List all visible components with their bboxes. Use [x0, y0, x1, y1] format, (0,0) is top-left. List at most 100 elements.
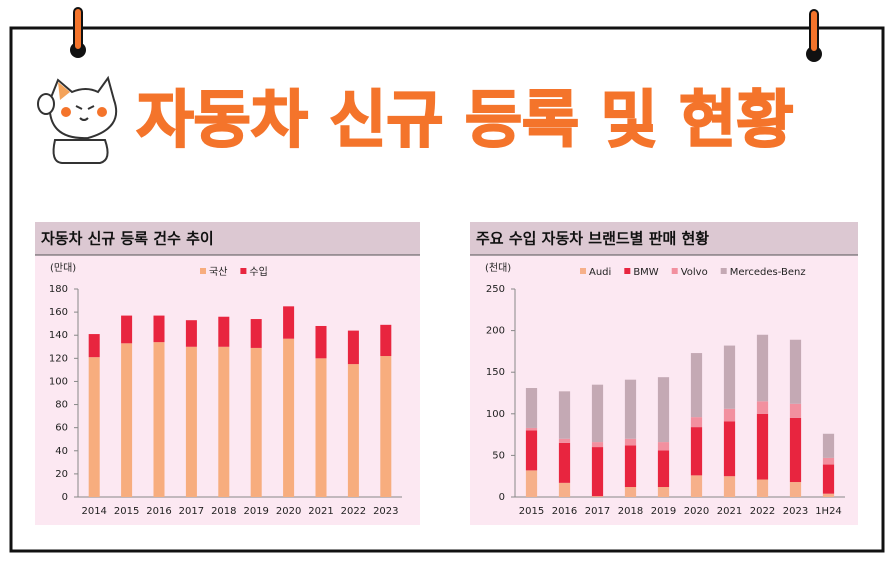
legend-swatch [720, 268, 727, 274]
bar-segment [657, 442, 670, 451]
x-tick-label: 2020 [684, 506, 709, 517]
bar-segment [657, 487, 670, 497]
x-tick-label: 2015 [519, 506, 544, 517]
bar-segment [558, 442, 571, 483]
pin [70, 7, 822, 62]
bar-segment [624, 487, 637, 497]
bar-segment [347, 364, 359, 497]
bar-segment [789, 403, 802, 418]
y-tick-label: 100 [486, 409, 505, 420]
bar-segment [822, 457, 835, 465]
bar-segment [624, 438, 637, 446]
bar-segment [525, 388, 538, 428]
y-tick-label: 40 [55, 446, 68, 457]
y-tick-label: 200 [486, 326, 505, 337]
bar-segment [756, 479, 769, 497]
legend-swatch [240, 268, 247, 274]
x-tick-label: 2017 [585, 506, 610, 517]
bar-segment [690, 427, 703, 476]
bar-segment [723, 345, 736, 409]
x-tick-label: 2019 [651, 506, 676, 517]
bar-segment [690, 353, 703, 418]
chart-title: 주요 수입 자동차 브랜드별 판매 현황 [476, 230, 709, 248]
bar-segment [789, 417, 802, 483]
x-tick-label: 2016 [146, 506, 171, 517]
bar-segment [380, 356, 392, 497]
bar-segment [591, 447, 604, 497]
chart-title: 자동차 신규 등록 건수 추이 [41, 230, 214, 248]
legend-label: 수입 [249, 265, 267, 278]
bar-segment [822, 493, 835, 497]
chart-header [35, 222, 420, 255]
x-tick-label: 2022 [341, 506, 366, 517]
legend-swatch [200, 268, 206, 274]
bar-segment [380, 324, 392, 357]
bar-segment [789, 482, 802, 497]
bar-segment [723, 408, 736, 422]
bar-segment [690, 475, 703, 497]
y-tick-label: 150 [486, 367, 505, 378]
y-tick-label: 80 [55, 400, 68, 411]
bar-segment [591, 496, 604, 497]
y-axis-label: (만대) [50, 262, 76, 274]
bar-segment [283, 306, 295, 339]
bar-segment [756, 334, 769, 402]
legend-swatch [624, 268, 631, 274]
legend-label: BMW [633, 267, 658, 278]
y-tick-label: 0 [62, 492, 68, 503]
legend-label: Mercedes-Benz [730, 267, 806, 278]
bar-segment [525, 427, 538, 431]
y-tick-label: 50 [492, 450, 505, 461]
y-tick-label: 160 [49, 307, 68, 318]
cat-icon [37, 75, 118, 164]
bar-segment [756, 401, 769, 414]
bar-segment [558, 438, 571, 443]
bar-segment [657, 450, 670, 488]
y-tick-label: 180 [49, 284, 68, 295]
x-tick-label: 2023 [783, 506, 808, 517]
legend-label: 국산 [209, 266, 227, 278]
y-axis-label: (천대) [485, 262, 511, 274]
x-tick-label: 2018 [211, 506, 236, 517]
y-tick-label: 60 [55, 423, 68, 434]
x-tick-label: 2015 [114, 506, 139, 517]
bar-segment [185, 346, 197, 497]
x-tick-label: 2017 [179, 506, 204, 517]
y-tick-label: 120 [49, 353, 68, 364]
bar-segment [822, 433, 835, 458]
bar-segment [185, 320, 197, 347]
bar-segment [315, 325, 327, 359]
bar-segment [591, 442, 604, 448]
x-tick-label: 2014 [81, 506, 106, 517]
y-tick-label: 20 [55, 469, 68, 480]
x-tick-label: 2021 [308, 506, 333, 517]
bar-segment [756, 413, 769, 480]
bar-segment [558, 482, 571, 497]
bar-segment [121, 343, 133, 497]
bar-segment [723, 476, 736, 497]
x-tick-label: 2021 [717, 506, 742, 517]
bar-segment [558, 391, 571, 439]
bar-segment [218, 346, 230, 497]
chart-header [470, 222, 858, 255]
bar-segment [218, 316, 230, 347]
x-tick-label: 2023 [373, 506, 398, 517]
y-tick-label: 0 [499, 492, 505, 503]
y-tick-label: 250 [486, 284, 505, 295]
bar-segment [789, 339, 802, 404]
bar-segment [250, 347, 262, 497]
x-tick-label: 2022 [750, 506, 775, 517]
legend-label: Audi [589, 267, 611, 278]
bar-segment [690, 417, 703, 428]
x-tick-label: 2020 [276, 506, 301, 517]
bar-segment [153, 315, 165, 343]
bar-segment [250, 319, 262, 348]
bar-segment [153, 342, 165, 497]
bar-segment [121, 315, 133, 344]
x-tick-label: 2019 [243, 506, 268, 517]
bar-segment [88, 334, 100, 358]
bar-segment [723, 421, 736, 477]
y-tick-label: 100 [49, 376, 68, 387]
